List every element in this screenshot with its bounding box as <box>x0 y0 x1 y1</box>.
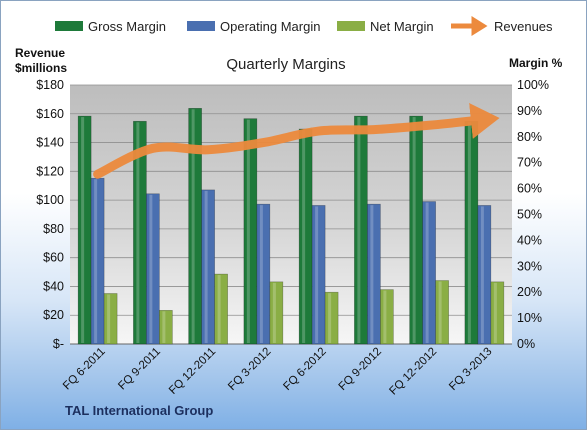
y-right-tick-label: 30% <box>517 259 542 273</box>
x-tick-label: FQ 3-2013 <box>447 346 494 393</box>
bar-highlight <box>149 194 153 343</box>
x-tick-label: FQ 3-2012 <box>226 346 273 393</box>
net-margin-bar <box>380 289 394 345</box>
y-left-tick-label: $40 <box>43 279 64 293</box>
bar-highlight <box>370 205 374 343</box>
y-left-tick-label: $20 <box>43 308 64 322</box>
y-left-tick-label: $180 <box>36 78 64 92</box>
legend-gross-margin-swatch <box>55 21 83 31</box>
x-tick-label: FQ 12-2011 <box>167 346 218 397</box>
gross-margin-bar <box>77 115 92 345</box>
operating-margin-bar <box>256 203 271 345</box>
bar-highlight <box>217 275 221 343</box>
operating-margin-bar <box>90 177 105 345</box>
revenue-line-path <box>93 103 500 179</box>
y-right-tick-label: 90% <box>517 104 542 118</box>
y-left-tick-labels: $- $20 $40 $60 $80 $100 $120 $140 $160 $180 <box>36 78 64 351</box>
bar-highlight <box>302 130 306 343</box>
y-left-tick-label: $80 <box>43 222 64 236</box>
y-right-tick-label: 70% <box>517 156 542 170</box>
chart-title: Quarterly Margins <box>226 56 345 73</box>
y-left-title-line2: $millions <box>15 61 67 75</box>
gross-margin-bar <box>464 120 479 345</box>
bar-highlight <box>425 202 429 343</box>
legend-net-margin-label: Net Margin <box>370 19 434 34</box>
bar-highlight <box>107 294 111 343</box>
y-right-tick-labels: 0% 10% 20% 30% 40% 50% 60% 70% 80% 90% 100% <box>517 78 549 351</box>
y-right-tick-label: 0% <box>517 337 535 351</box>
legend: Gross Margin Operating Margin Net Margin… <box>55 16 553 36</box>
legend-operating-margin-label: Operating Margin <box>220 19 320 34</box>
bar-highlight <box>272 282 276 343</box>
net-margin-bar <box>214 273 228 345</box>
y-right-tick-label: 10% <box>517 311 542 325</box>
revenue-line <box>93 103 500 179</box>
net-margin-bar <box>269 281 284 345</box>
net-margin-bar <box>159 310 173 345</box>
bar-highlight <box>383 290 387 343</box>
bar-highlight <box>204 190 208 343</box>
bar-highlight <box>493 282 497 343</box>
x-tick-label: FQ 12-2012 <box>387 346 439 398</box>
operating-margin-bar <box>201 189 215 345</box>
bar-highlight <box>81 117 85 343</box>
y-right-tick-label: 60% <box>517 182 542 196</box>
y-left-tick-label: $140 <box>36 136 64 150</box>
y-right-tick-label: 50% <box>517 208 542 222</box>
operating-margin-bar <box>477 205 492 345</box>
bar-highlight <box>357 117 361 343</box>
bar-highlight <box>438 281 442 343</box>
bar-highlight <box>412 117 416 343</box>
gross-margin-bar <box>243 118 258 345</box>
gross-margin-bar <box>188 108 202 345</box>
y-left-tick-label: $120 <box>36 164 64 178</box>
bar-highlight <box>259 205 263 343</box>
y-right-title: Margin % <box>509 56 563 70</box>
x-tick-label: FQ 6-2011 <box>61 346 108 393</box>
y-left-tick-label: $160 <box>36 107 64 121</box>
operating-margin-bar <box>367 203 381 345</box>
y-left-tick-label: $- <box>53 337 64 351</box>
y-right-tick-label: 40% <box>517 233 542 247</box>
net-margin-bar <box>324 291 339 345</box>
legend-net-margin-swatch <box>337 21 365 31</box>
y-right-tick-label: 80% <box>517 130 542 144</box>
x-tick-label: FQ 6-2012 <box>281 346 328 393</box>
legend-operating-margin-swatch <box>187 21 215 31</box>
y-left-title-line1: Revenue <box>15 46 65 60</box>
net-margin-bar <box>435 280 449 345</box>
net-margin-bar <box>103 293 118 345</box>
chart-footer: TAL International Group <box>65 403 213 418</box>
x-tick-label: FQ 9-2011 <box>116 346 163 393</box>
y-right-tick-label: 100% <box>517 78 549 92</box>
legend-gross-margin-label: Gross Margin <box>88 19 166 34</box>
bar-highlight <box>246 119 250 343</box>
bar-highlight <box>480 206 484 343</box>
x-tick-label: FQ 9-2012 <box>337 346 384 393</box>
y-left-tick-label: $100 <box>36 193 64 207</box>
gross-margin-bar <box>409 115 423 345</box>
bars <box>77 108 505 345</box>
bar-highlight <box>162 311 166 343</box>
legend-revenues-label: Revenues <box>494 19 553 34</box>
y-right-tick-label: 20% <box>517 285 542 299</box>
bar-highlight <box>136 122 140 343</box>
gross-margin-bar <box>298 128 313 345</box>
y-left-tick-label: $60 <box>43 251 64 265</box>
operating-margin-bar <box>146 193 160 345</box>
operating-margin-bar <box>422 201 436 345</box>
bar-highlight <box>315 206 319 343</box>
x-tick-labels: FQ 6-2011 FQ 9-2011 FQ 12-2011 FQ 3-2012 FQ … <box>61 346 495 398</box>
bar-highlight <box>94 179 98 343</box>
operating-margin-bar <box>311 205 326 345</box>
bar-highlight <box>467 122 471 343</box>
net-margin-bar <box>490 281 505 345</box>
bar-highlight <box>328 293 332 343</box>
gross-margin-bar <box>354 115 368 345</box>
bar-highlight <box>191 109 195 343</box>
